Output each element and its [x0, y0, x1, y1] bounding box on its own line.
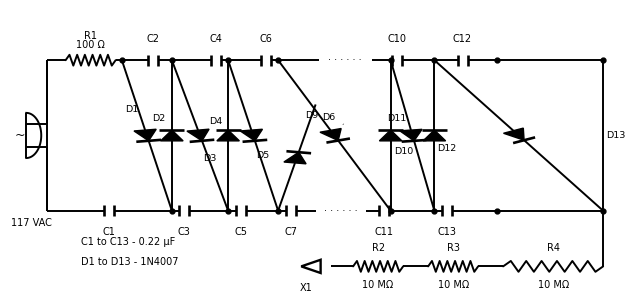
Text: D2: D2: [152, 114, 166, 123]
Text: D9: D9: [306, 111, 319, 120]
Polygon shape: [320, 129, 341, 141]
Text: R4: R4: [547, 243, 559, 253]
Text: D3: D3: [203, 154, 216, 163]
Text: R3: R3: [447, 243, 459, 253]
Polygon shape: [423, 130, 446, 141]
Text: R1: R1: [84, 31, 97, 41]
Text: · · ·: · · ·: [332, 120, 349, 138]
Text: C11: C11: [375, 227, 394, 237]
Text: · · · · · ·: · · · · · ·: [324, 206, 357, 216]
Text: D12: D12: [438, 144, 457, 154]
Text: C7: C7: [284, 227, 297, 237]
Text: C1: C1: [103, 227, 116, 237]
Text: D5: D5: [256, 150, 269, 160]
Polygon shape: [217, 130, 239, 141]
Text: C5: C5: [234, 227, 247, 237]
Polygon shape: [504, 128, 524, 140]
Text: R2: R2: [371, 243, 385, 253]
Text: X1: X1: [300, 283, 312, 293]
Text: C2: C2: [147, 34, 159, 44]
Text: C12: C12: [453, 34, 472, 44]
Text: 10 MΩ: 10 MΩ: [438, 280, 469, 290]
Text: D6: D6: [322, 113, 335, 123]
Polygon shape: [284, 152, 306, 164]
Text: D1 to D13 - 1N4007: D1 to D13 - 1N4007: [81, 257, 179, 267]
Text: C4: C4: [209, 34, 222, 44]
Text: D10: D10: [394, 147, 413, 157]
Polygon shape: [240, 129, 262, 141]
Text: C10: C10: [388, 34, 406, 44]
Polygon shape: [161, 130, 183, 141]
Text: D13: D13: [606, 131, 625, 140]
Text: 10 MΩ: 10 MΩ: [362, 280, 394, 290]
Text: ~: ~: [15, 129, 25, 142]
Text: D11: D11: [387, 114, 406, 123]
Text: D4: D4: [209, 117, 222, 126]
Polygon shape: [379, 130, 402, 141]
Text: D1: D1: [124, 105, 138, 114]
Text: C3: C3: [178, 227, 191, 237]
Text: 100 Ω: 100 Ω: [76, 40, 105, 50]
Text: 117 VAC: 117 VAC: [11, 218, 51, 228]
Text: C1 to C13 - 0.22 μF: C1 to C13 - 0.22 μF: [81, 237, 176, 247]
Text: 10 MΩ: 10 MΩ: [538, 280, 569, 290]
Polygon shape: [187, 129, 209, 141]
Text: C13: C13: [438, 227, 456, 237]
Polygon shape: [400, 129, 422, 141]
Text: · · · · · ·: · · · · · ·: [329, 55, 362, 65]
Text: C6: C6: [259, 34, 272, 44]
Polygon shape: [134, 129, 156, 141]
